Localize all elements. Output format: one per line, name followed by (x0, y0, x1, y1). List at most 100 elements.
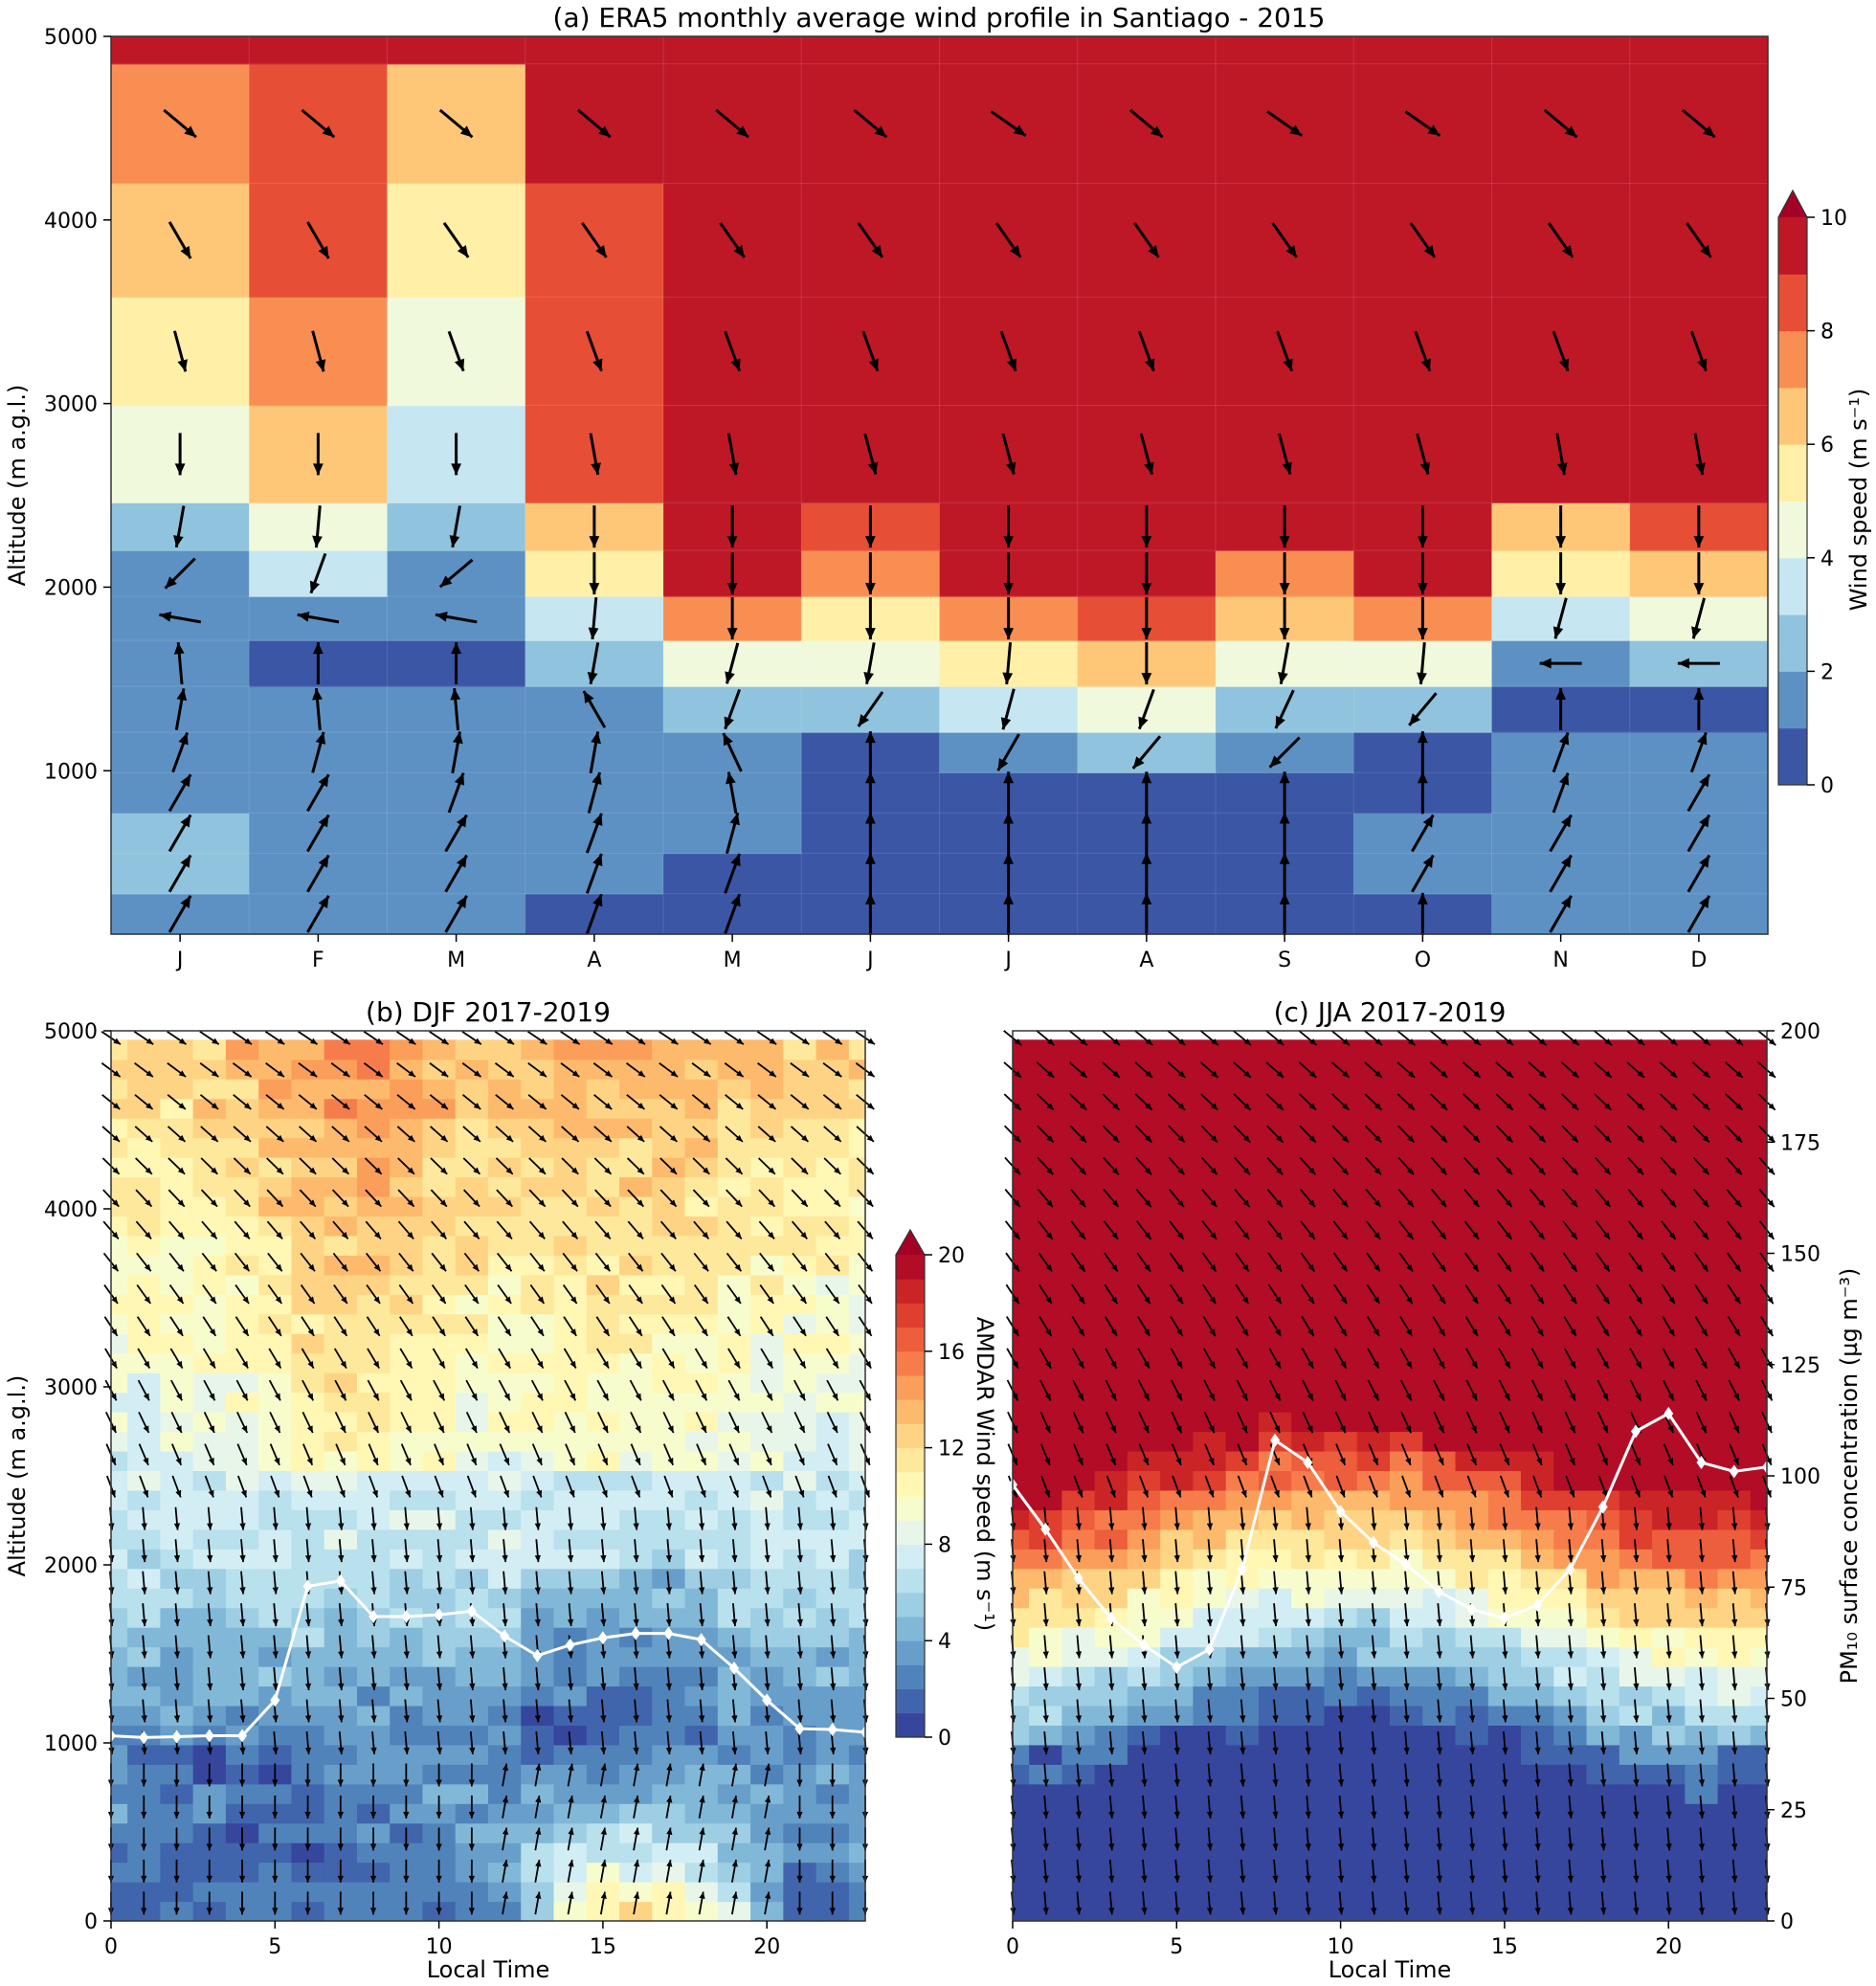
panel-b-cell (684, 1685, 719, 1707)
panel-b-cell (192, 1333, 227, 1354)
panel-b-cell (619, 1392, 653, 1413)
panel-b-cell (652, 1470, 686, 1491)
panel-b-colorbar-tick-label: 12 (938, 1438, 965, 1462)
panel-c-ytick-right-label: 150 (1780, 1243, 1820, 1267)
panel-c-cell (1422, 1352, 1457, 1373)
panel-b-cell (586, 1274, 620, 1295)
panel-b-wind-arrow (298, 1094, 318, 1110)
panel-c-cell (1390, 1274, 1423, 1295)
panel-b-cell (521, 1901, 555, 1922)
panel-a-wind-arrow (864, 552, 876, 595)
panel-b-wind-arrow (135, 1189, 153, 1208)
panel-b-cell (553, 1372, 588, 1394)
panel-b-wind-arrow (207, 1667, 213, 1691)
panel-a-ytick-label: 2000 (44, 576, 98, 600)
panel-b-cell (160, 1195, 194, 1217)
panel-c-cell (1521, 1392, 1554, 1413)
panel-c-cell (1652, 1352, 1686, 1373)
panel-c-cell (1750, 1195, 1768, 1217)
panel-b-cell (553, 1803, 588, 1824)
panel-b-cell (750, 1627, 784, 1648)
panel-b-cell (291, 1195, 325, 1217)
panel-a-xtick-label: D (1690, 948, 1707, 972)
panel-b-cell (356, 1489, 391, 1510)
panel-c-cell (1750, 1549, 1768, 1570)
panel-b-wind-arrow (272, 1795, 279, 1819)
panel-b-cell (652, 1176, 686, 1197)
panel-c-cell (1422, 1176, 1457, 1197)
panel-b-cell (291, 1176, 325, 1197)
panel-b-cell (619, 1176, 653, 1197)
panel-b-colorbar-segment (896, 1544, 925, 1570)
panel-b-wind-arrow (173, 1859, 180, 1883)
panel-a-wind-arrow (1677, 658, 1720, 669)
panel-b-cell (422, 1431, 457, 1452)
panel-c-cell (1390, 1235, 1423, 1256)
panel-b-cell (422, 1079, 457, 1100)
panel-b-cell (619, 1744, 653, 1765)
panel-b-cell (717, 1372, 751, 1394)
panel-a-xtick-label: O (1415, 948, 1431, 972)
panel-c-cell (1356, 1431, 1391, 1452)
panel-c-cell (1750, 1685, 1768, 1707)
panel-b-cell (455, 1529, 489, 1550)
panel-b-wind-arrow (304, 1795, 311, 1819)
panel-a-wind-arrow (1003, 597, 1015, 640)
panel-a-wind-arrow (1414, 330, 1432, 372)
panel-b-cell (488, 1529, 522, 1550)
panel-b-wind-arrow (199, 1062, 219, 1078)
panel-b-cell (717, 1744, 751, 1765)
panel-b-cell (422, 1235, 457, 1256)
panel-c-cell (1258, 1216, 1292, 1237)
panel-c-cell (1553, 1216, 1588, 1237)
panel-c-cell (1324, 1176, 1358, 1197)
panel-b-cell (192, 1783, 227, 1804)
panel-b-cell (390, 1744, 424, 1765)
panel-b-cell (291, 1372, 325, 1394)
panel-c-cell (1061, 1294, 1096, 1315)
panel-b-cell (586, 1235, 620, 1256)
panel-b-cell (848, 1862, 866, 1883)
panel-c-cell (1619, 1352, 1653, 1373)
panel-a-wind-arrow (1693, 505, 1705, 548)
panel-b-cell (848, 1666, 866, 1687)
panel-b-wind-arrow (141, 1539, 147, 1563)
panel-a-wind-arrow (171, 731, 190, 773)
panel-b-cell (783, 1529, 817, 1550)
panel-c-cell (1094, 1255, 1128, 1276)
panel-b-cell (652, 1882, 686, 1903)
panel-b-wind-arrow (272, 1730, 279, 1755)
panel-c-cell (1619, 1333, 1653, 1354)
panel-a-wind-arrow (1417, 505, 1428, 548)
panel-b-cell (356, 1842, 391, 1863)
panel-b-cell (111, 1450, 128, 1472)
panel-b-wind-arrow (337, 1763, 344, 1787)
panel-b-wind-arrow (239, 1571, 246, 1595)
panel-c-cell (1750, 1118, 1768, 1139)
panel-b-cell (422, 1216, 457, 1237)
panel-a-wind-arrow (1547, 222, 1574, 258)
panel-b-wind-arrow (135, 1157, 153, 1175)
panel-b-cell (258, 1431, 293, 1452)
panel-a-colorbar-segment (1778, 557, 1807, 615)
panel-c-cell (1455, 1313, 1489, 1334)
panel-b-cell (356, 1176, 391, 1197)
panel-b-cell (815, 1392, 850, 1413)
panel-b-cell (160, 1313, 194, 1334)
panel-c-cell (1094, 1216, 1128, 1237)
panel-a-cell (1629, 36, 1769, 65)
panel-c-cell (1717, 1294, 1752, 1315)
panel-b-cell (111, 1901, 128, 1922)
panel-b-wind-arrow (173, 1571, 181, 1595)
panel-b-cell (127, 1529, 161, 1550)
panel-b-colorbar-segment (896, 1303, 925, 1328)
panel-b-cell (455, 1079, 489, 1100)
panel-c-cell (1717, 1392, 1752, 1413)
panel-b-cell (783, 1352, 817, 1373)
panel-b-cell (619, 1725, 653, 1746)
panel-b-cell (586, 1098, 620, 1119)
panel-b-cell (422, 1588, 457, 1609)
panel-c-cell (1390, 1294, 1423, 1315)
panel-b-wind-arrow (267, 1316, 282, 1337)
panel-b-cell (422, 1333, 457, 1354)
